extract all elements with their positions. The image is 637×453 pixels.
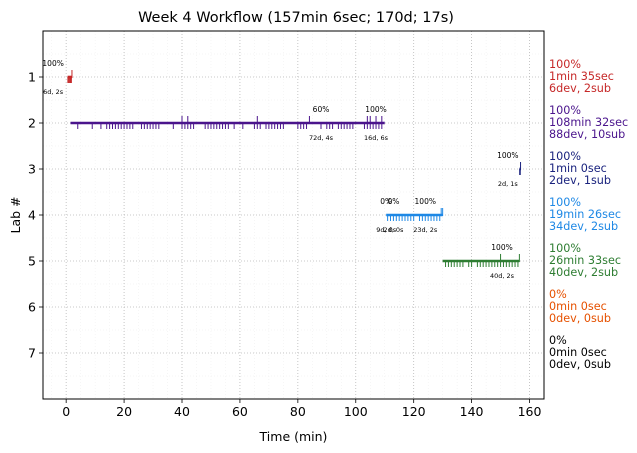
- submission-percent-label: 100%: [415, 197, 436, 206]
- lab-5-track: 100% 40d, 2s: [442, 243, 520, 280]
- lab-7-summary-line: 0dev, 0sub: [549, 358, 611, 371]
- submission-percent-label: 100%: [42, 59, 63, 68]
- lab-4-summary-line: 100%: [549, 196, 581, 209]
- lab-2-track: 60% 72d, 4s 100% 16d, 6s: [70, 105, 389, 142]
- lab-4-summary-line: 34dev, 2sub: [549, 220, 618, 233]
- lab-1-summary-line: 6dev, 2sub: [549, 82, 611, 95]
- x-tick-label: 120: [402, 404, 426, 419]
- plot-data: 100% 6d, 2s 60% 72d, 4s 100% 16d, 6s 100% 2d, 1…: [42, 59, 522, 280]
- submission-detail-label: 72d, 4s: [309, 134, 334, 142]
- x-tick-label: 60: [232, 404, 248, 419]
- axis-ticks: 0 20 40 60 80 100 120 140 160 1 2 3 4 5 6 7: [28, 70, 541, 420]
- x-tick-label: 160: [518, 404, 542, 419]
- lab-2-summary-line: 88dev, 10sub: [549, 128, 625, 141]
- lab-3-track: 100% 2d, 1s: [497, 151, 522, 188]
- x-tick-label: 140: [460, 404, 484, 419]
- x-tick-label: 80: [290, 404, 306, 419]
- x-tick-label: 40: [174, 404, 190, 419]
- x-tick-label: 100: [344, 404, 368, 419]
- y-tick-label: 6: [28, 300, 36, 315]
- lab-6-summary-line: 0%: [549, 288, 567, 301]
- x-tick-label: 0: [62, 404, 70, 419]
- submission-percent-label: 0%: [387, 197, 399, 206]
- lab-3-summary-line: 1min 0sec: [549, 162, 607, 175]
- y-tick-label: 2: [28, 116, 36, 131]
- y-tick-label: 7: [28, 346, 36, 361]
- y-tick-label: 4: [28, 208, 36, 223]
- lab-5-summary-line: 40dev, 2sub: [549, 266, 618, 279]
- submission-detail-label: 16d, 6s: [364, 134, 389, 142]
- submission-detail-label: 9d, 0s: [376, 226, 397, 234]
- lab-7-summary-line: 0%: [549, 334, 567, 347]
- submission-percent-label: 100%: [365, 105, 386, 114]
- lab-3-summary-line: 100%: [549, 150, 581, 163]
- submission-percent-label: 60%: [313, 105, 330, 114]
- lab-2-summary-line: 100%: [549, 104, 581, 117]
- submission-detail-label: 6d, 2s: [43, 88, 64, 96]
- lab-4-summary-line: 19min 26sec: [549, 208, 621, 221]
- lab-5-summary-line: 100%: [549, 242, 581, 255]
- lab-5-summary-line: 26min 33sec: [549, 254, 621, 267]
- y-tick-label: 5: [28, 254, 36, 269]
- lab-1-summary-line: 100%: [549, 58, 581, 71]
- x-axis-label: Time (min): [259, 429, 328, 444]
- submission-detail-label: 40d, 2s: [490, 272, 515, 280]
- grid: [43, 31, 544, 399]
- x-tick-label: 20: [116, 404, 132, 419]
- submission-detail-label: 23d, 2s: [413, 226, 438, 234]
- submission-percent-label: 100%: [497, 151, 518, 160]
- submission-detail-label: 2d, 0s: [383, 226, 404, 234]
- lab-1-summary-line: 1min 35sec: [549, 70, 614, 83]
- submission-detail-label: 2d, 1s: [498, 180, 519, 188]
- lab-6-summary-line: 0dev, 0sub: [549, 312, 611, 325]
- y-tick-label: 1: [28, 70, 36, 85]
- lab-7-summary-line: 0min 0sec: [549, 346, 607, 359]
- submission-percent-label: 0%: [380, 197, 392, 206]
- lab-1-track: 100% 6d, 2s: [42, 59, 73, 96]
- chart-title: Week 4 Workflow (157min 6sec; 170d; 17s): [138, 10, 454, 26]
- y-tick-label: 3: [28, 162, 36, 177]
- submission-percent-label: 100%: [491, 243, 512, 252]
- lab-3-summary-line: 2dev, 1sub: [549, 174, 611, 187]
- lab-6-summary-line: 0min 0sec: [549, 300, 607, 313]
- y-axis-label: Lab #: [8, 196, 23, 233]
- lab-2-summary-line: 108min 32sec: [549, 116, 628, 129]
- lab-4-track: 0% 9d, 0s 0% 2d, 0s 100% 23d, 2s: [376, 197, 444, 234]
